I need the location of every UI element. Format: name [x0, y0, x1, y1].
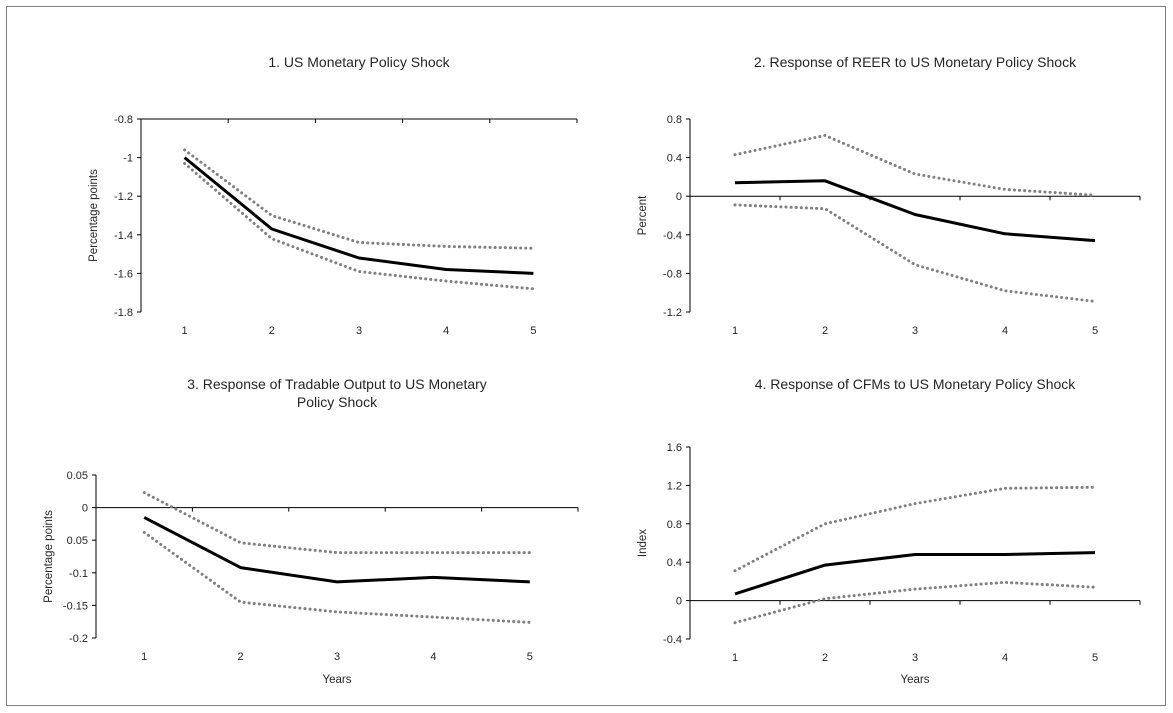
series-line-confidence-band-1 [733, 485, 1097, 573]
y-tick-label: 0.4 [667, 153, 682, 165]
x-tick-label: 2 [269, 325, 275, 337]
y-axis-label: Index [637, 529, 649, 557]
y-tick-label: -0.8 [663, 268, 682, 280]
x-tick-label: 4 [443, 325, 449, 337]
x-tick-label: 1 [732, 652, 738, 664]
y-tick-label: -0.8 [114, 114, 133, 126]
x-tick-label: 1 [732, 325, 738, 337]
y-tick-label: -1 [123, 153, 133, 165]
series-line-estimate [734, 551, 1096, 596]
chart-panel-1: 1. US Monetary Policy Shock -0.8 -1 -1.2 -1.… [88, 54, 578, 337]
y-tick-label: -1.6 [114, 268, 133, 280]
y-tick-label: -0.1 [69, 568, 88, 580]
y-axis-label: Percentage points [88, 169, 100, 262]
x-axis-label: Years [323, 674, 352, 686]
figure-panel: 1. US Monetary Policy Shock -0.8 -1 -1.2 -1.… [6, 6, 1166, 706]
x-tick-label: 3 [912, 652, 918, 664]
series-line-estimate [143, 516, 530, 584]
x-tick-label: 1 [182, 325, 188, 337]
x-tick-label: 5 [527, 651, 533, 663]
chart-panel-3: 3. Response of Tradable Output to US Mon… [43, 376, 579, 686]
y-tick-label: 0.8 [667, 519, 682, 531]
series-line-confidence-band-1 [733, 133, 1097, 197]
y-tick-label: 0 [82, 503, 88, 515]
series-line-estimate [183, 156, 534, 275]
y-tick-label: -0.4 [663, 230, 682, 242]
chart-canvas: 1. US Monetary Policy Shock -0.8 -1 -1.2 -1.… [43, 54, 1141, 686]
x-tick-label: 3 [334, 651, 340, 663]
y-tick-label: 0.05 [67, 535, 88, 547]
chart-title: 4. Response of CFMs to US Monetary Polic… [755, 376, 1077, 392]
y-tick-label: -0.2 [69, 633, 88, 645]
y-tick-label: 0.05 [67, 470, 88, 482]
y-axis-label: Percent [637, 195, 649, 235]
chart-title: 2. Response of REER to US Monetary Polic… [754, 54, 1077, 70]
x-tick-label: 4 [1002, 325, 1008, 337]
chart-title: 3. Response of Tradable Output to US Mon… [187, 376, 487, 410]
y-tick-label: -1.4 [114, 230, 133, 242]
series-line-confidence-band-2 [183, 161, 535, 291]
x-tick-label: 5 [1092, 325, 1098, 337]
y-axis-label: Percentage points [43, 510, 55, 603]
series-line-confidence-band-2 [733, 580, 1097, 625]
x-tick-label: 2 [822, 325, 828, 337]
chart-title: 1. US Monetary Policy Shock [268, 54, 450, 70]
y-tick-label: -1.8 [114, 307, 133, 319]
series-line-confidence-band-1 [142, 491, 532, 555]
y-tick-label: 0.8 [667, 114, 682, 126]
x-tick-label: 5 [530, 325, 536, 337]
x-tick-label: 3 [356, 325, 362, 337]
y-tick-label: 1.6 [667, 442, 682, 454]
y-tick-label: 0.4 [667, 557, 682, 569]
x-tick-label: 4 [430, 651, 436, 663]
series-line-confidence-band-2 [733, 203, 1097, 303]
series-line-confidence-band-1 [183, 148, 535, 250]
x-tick-label: 5 [1092, 652, 1098, 664]
x-tick-label: 4 [1002, 652, 1008, 664]
x-tick-label: 2 [238, 651, 244, 663]
y-tick-label: -0.15 [63, 600, 88, 612]
chart-panel-2: 2. Response of REER to US Monetary Polic… [637, 54, 1141, 337]
x-tick-label: 1 [141, 651, 147, 663]
chart-panel-4: 4. Response of CFMs to US Monetary Polic… [637, 376, 1141, 686]
y-tick-label: -1.2 [114, 191, 133, 203]
series-line-estimate [734, 179, 1096, 243]
y-tick-label: 1.2 [667, 480, 682, 492]
y-tick-label: 0 [676, 596, 682, 608]
y-tick-label: 0 [676, 191, 682, 203]
x-tick-label: 2 [822, 652, 828, 664]
y-tick-label: -0.4 [663, 634, 682, 646]
x-tick-label: 3 [912, 325, 918, 337]
x-axis-label: Years [901, 674, 930, 686]
y-tick-label: -1.2 [663, 307, 682, 319]
